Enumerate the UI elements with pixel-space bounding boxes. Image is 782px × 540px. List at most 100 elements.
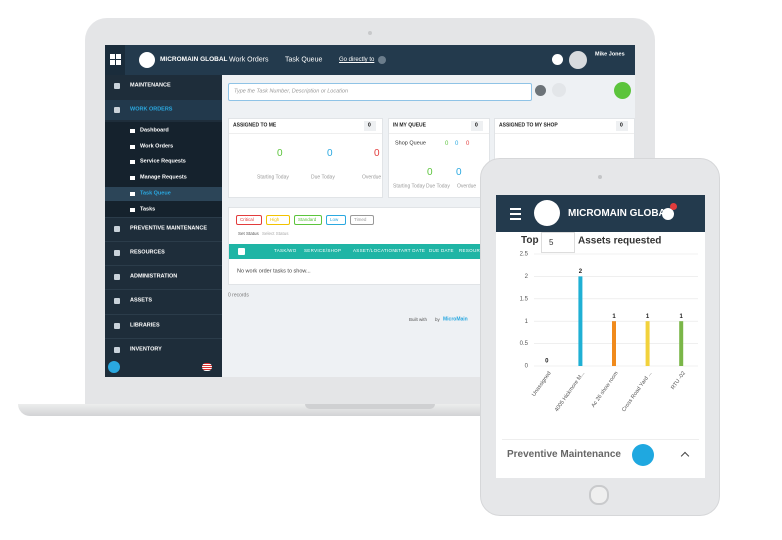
sidebar-divider [105, 217, 222, 218]
x-tick-label: Ac 26 show room [591, 370, 621, 409]
submenu-item[interactable]: Service Requests [140, 158, 186, 165]
select-all[interactable] [238, 248, 245, 255]
priority-filter[interactable]: High [266, 215, 290, 225]
add-button[interactable] [108, 361, 120, 373]
apps-icon [110, 60, 115, 65]
tablet-screen: MICROMAIN GLOBAL Top 5 Preventive Maintenan… [496, 195, 705, 478]
table-header: TASK/WO SERVICE/SHOP ASSET/LOCATION START D… [229, 244, 529, 259]
sidebar-item[interactable]: INVENTORY [130, 346, 162, 353]
priority-filter[interactable]: Critical [236, 215, 262, 225]
menu-icon[interactable] [510, 208, 521, 210]
card: IN MY QUEUE 0 [388, 118, 490, 198]
menu-icon[interactable] [510, 218, 521, 220]
column-header: DUE DATE [429, 247, 454, 253]
sidebar-icon [114, 250, 120, 256]
bar [578, 276, 583, 366]
laptop-camera [368, 31, 372, 35]
chart-title: Assets requested [578, 236, 661, 247]
footer-brand[interactable]: MicroMain [443, 316, 468, 323]
priority-label: Timed [354, 216, 367, 222]
stat-value: 0 [456, 167, 462, 178]
x-tick-label: Unassigned [531, 371, 553, 398]
nav-link[interactable]: Go directly to [339, 57, 375, 63]
column-header: START DATE [395, 247, 426, 253]
priority-filter[interactable]: Timed [350, 215, 374, 225]
submenu-active [105, 187, 222, 201]
sidebar-divider [105, 338, 222, 339]
laptop-screen: MICROMAIN GLOBAL Work Orders Task Queue Go … [105, 45, 635, 377]
section-arrow[interactable] [632, 444, 654, 466]
priority-filter[interactable]: Low [326, 215, 346, 225]
sidebar-icon [114, 83, 120, 89]
top-input[interactable]: 5 [541, 232, 575, 253]
sidebar-icon [114, 347, 120, 353]
tablet-help[interactable] [662, 208, 674, 220]
card-divider [495, 133, 634, 134]
y-tick-label: 1.5 [520, 296, 529, 302]
stat-label: Starting Today [257, 174, 289, 181]
stat-label: Due Today [426, 183, 450, 190]
queue-name: Shop Queue [395, 140, 426, 147]
sidebar-item[interactable]: WORK ORDERS [130, 106, 173, 113]
priority-filter[interactable]: Standard [294, 215, 322, 225]
tablet-home-button[interactable] [589, 485, 609, 505]
avatar[interactable] [569, 51, 587, 69]
priority-label: Critical [240, 216, 254, 222]
help-icon[interactable] [552, 54, 563, 65]
submenu-icon [130, 208, 135, 212]
submenu-icon [130, 160, 135, 164]
sidebar-icon [114, 226, 120, 232]
column-header: ASSET/LOCATION [353, 247, 396, 253]
tablet-logo [534, 200, 560, 226]
sidebar-divider [105, 265, 222, 266]
task-panel: Critical High Standard Low Timed Set Status Se… [228, 207, 530, 285]
stat-label: Overdue [457, 183, 477, 190]
status-select[interactable]: Select Status [262, 230, 289, 236]
sidebar-item[interactable]: RESOURCES [130, 249, 165, 256]
data-label: 1 [680, 314, 684, 320]
nav-link[interactable]: Work Orders [229, 56, 269, 64]
search-box[interactable]: Type the Task Number, Description or Loc… [228, 83, 532, 101]
submenu-item[interactable]: Work Orders [140, 143, 174, 150]
footer-text: by [435, 316, 440, 322]
queue-value: 0 [466, 141, 470, 147]
column-header: SERVICE/SHOP [304, 247, 342, 253]
submenu-item[interactable]: Task Queue [140, 190, 171, 197]
user-name[interactable]: Mike Jones [595, 51, 625, 58]
submenu-item[interactable]: Dashboard [140, 127, 169, 134]
card-count: 0 [616, 121, 628, 131]
nav-link[interactable]: Task Queue [285, 56, 323, 64]
sidebar-item[interactable]: LIBRARIES [130, 322, 160, 329]
card-count-value: 0 [368, 122, 371, 129]
stat-value: 0 [427, 167, 433, 178]
submenu-item[interactable]: Tasks [140, 206, 156, 213]
section-title[interactable]: Preventive Maintenance [507, 449, 621, 460]
bar [645, 321, 650, 366]
submenu-item[interactable]: Manage Requests [140, 174, 187, 181]
sidebar-item[interactable]: ADMINISTRATION [130, 273, 178, 280]
sidebar-active [105, 100, 222, 120]
status-label: Set Status [238, 230, 259, 236]
sidebar-item[interactable]: MAINTENANCE [130, 82, 171, 89]
dropdown-button[interactable] [535, 85, 546, 96]
priority-label: Standard [298, 216, 317, 222]
sidebar-item[interactable]: PREVENTIVE MAINTENANCE [130, 225, 208, 232]
card-count-value: 0 [620, 122, 623, 129]
stat-value: 0 [327, 148, 333, 159]
apps-button[interactable] [105, 45, 125, 75]
card-divider [389, 133, 489, 134]
column-header: RESOURCE [459, 247, 487, 253]
menu-icon[interactable] [510, 213, 521, 215]
logo [139, 52, 155, 68]
tablet-camera [598, 175, 602, 179]
card-count-value: 0 [475, 122, 478, 129]
column-header: TASK/WO [274, 247, 297, 253]
card-divider [229, 133, 382, 134]
search-button[interactable] [552, 83, 566, 97]
sidebar-icon [114, 323, 120, 329]
new-button[interactable] [614, 82, 631, 99]
sidebar-item[interactable]: ASSETS [130, 297, 153, 304]
flag [202, 363, 212, 371]
sidebar-icon [114, 274, 120, 280]
